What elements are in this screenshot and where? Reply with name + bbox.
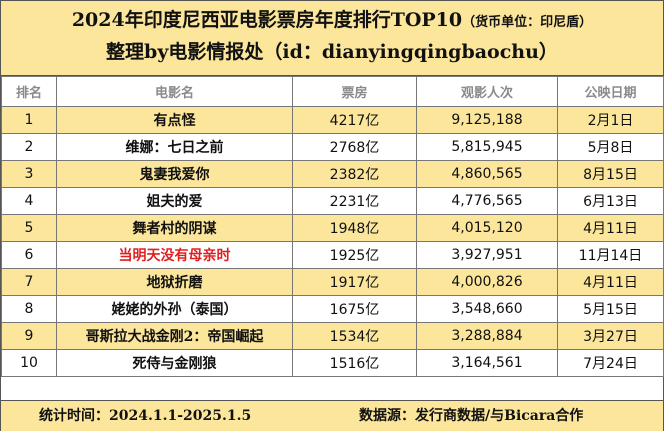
rank-cell: 3: [1, 160, 57, 188]
movie-title-cell: 鬼妻我爱你: [56, 160, 293, 188]
rank-cell: 9: [1, 322, 57, 350]
table-row: 6 当明天没有母亲时 1925亿 3,927,951 11月14日: [1, 241, 664, 269]
column-header-rank: 排名: [1, 76, 57, 107]
admissions-cell: 3,164,561: [416, 349, 558, 377]
page-subtitle: 整理by电影情报处（id：dianyingqingbaochu）: [106, 41, 558, 63]
page-title: 2024年印度尼西亚电影票房年度排行TOP10（货币单位：印尼盾）: [1, 7, 663, 36]
box-office-cell: 1516亿: [292, 349, 417, 377]
admissions-cell: 3,548,660: [416, 295, 558, 323]
admissions-cell: 4,000,826: [416, 268, 558, 296]
rank-cell: 6: [1, 241, 57, 269]
admissions-cell: 4,015,120: [416, 214, 558, 242]
table-row: 9 哥斯拉大战金刚2：帝国崛起 1534亿 3,288,884 3月27日: [1, 322, 664, 350]
table-row: 3 鬼妻我爱你 2382亿 4,860,565 8月15日: [1, 160, 664, 188]
release-date-cell: 7月24日: [557, 349, 664, 377]
rank-cell: 2: [1, 133, 57, 161]
box-office-cell: 4217亿: [292, 106, 417, 134]
release-date-cell: 5月15日: [557, 295, 664, 323]
movie-title-cell: 死侍与金刚狼: [56, 349, 293, 377]
ranking-table: 排名 电影名 票房 观影人次 公映日期 1 有点怪 4217亿 9,125,18…: [1, 76, 664, 377]
release-date-cell: 4月11日: [557, 268, 664, 296]
release-date-cell: 8月15日: [557, 160, 664, 188]
table-row: 7 地狱折磨 1917亿 4,000,826 4月11日: [1, 268, 664, 296]
admissions-cell: 9,125,188: [416, 106, 558, 134]
column-header-box-office: 票房: [292, 76, 417, 107]
box-office-cell: 1675亿: [292, 295, 417, 323]
box-office-cell: 1534亿: [292, 322, 417, 350]
box-office-cell: 1948亿: [292, 214, 417, 242]
rank-cell: 10: [1, 349, 57, 377]
table-row: 2 维娜：七日之前 2768亿 5,815,945 5月8日: [1, 133, 664, 161]
admissions-cell: 4,860,565: [416, 160, 558, 188]
table-row: 4 姐夫的爱 2231亿 4,776,565 6月13日: [1, 187, 664, 215]
release-date-cell: 11月14日: [557, 241, 664, 269]
rank-cell: 1: [1, 106, 57, 134]
table-header-row: 排名 电影名 票房 观影人次 公映日期: [1, 76, 664, 107]
data-source: 数据源：发行商数据/与Bicara合作: [359, 408, 584, 424]
admissions-cell: 3,288,884: [416, 322, 558, 350]
currency-note: （货币单位：印尼盾）: [462, 15, 593, 30]
rank-cell: 5: [1, 214, 57, 242]
column-header-admissions: 观影人次: [416, 76, 558, 107]
movie-title-cell: 有点怪: [56, 106, 293, 134]
box-office-cell: 1917亿: [292, 268, 417, 296]
column-header-movie: 电影名: [56, 76, 293, 107]
movie-title-cell: 姐夫的爱: [56, 187, 293, 215]
table-row: 10 死侍与金刚狼 1516亿 3,164,561 7月24日: [1, 349, 664, 377]
box-office-cell: 2231亿: [292, 187, 417, 215]
release-date-cell: 3月27日: [557, 322, 664, 350]
release-date-cell: 6月13日: [557, 187, 664, 215]
table-row: 8 姥姥的外孙（泰国） 1675亿 3,548,660 5月15日: [1, 295, 664, 323]
movie-title-cell-highlighted: 当明天没有母亲时: [56, 241, 293, 269]
box-office-cell: 2768亿: [292, 133, 417, 161]
admissions-cell: 3,927,951: [416, 241, 558, 269]
movie-title-cell: 维娜：七日之前: [56, 133, 293, 161]
rank-cell: 4: [1, 187, 57, 215]
box-office-cell: 2382亿: [292, 160, 417, 188]
table-row: 1 有点怪 4217亿 9,125,188 2月1日: [1, 106, 664, 134]
movie-title-cell: 姥姥的外孙（泰国）: [56, 295, 293, 323]
movie-title-cell: 地狱折磨: [56, 268, 293, 296]
movie-title-cell: 哥斯拉大战金刚2：帝国崛起: [56, 322, 293, 350]
rank-cell: 8: [1, 295, 57, 323]
table-row: 5 舞者村的阴谋 1948亿 4,015,120 4月11日: [1, 214, 664, 242]
title-text: 2024年印度尼西亚电影票房年度排行TOP10: [71, 9, 463, 31]
footer-band: 统计时间：2024.1.1-2025.1.5 数据源：发行商数据/与Bicara…: [1, 400, 663, 431]
admissions-cell: 5,815,945: [416, 133, 558, 161]
release-date-cell: 4月11日: [557, 214, 664, 242]
column-header-release-date: 公映日期: [557, 76, 664, 107]
release-date-cell: 2月1日: [557, 106, 664, 134]
release-date-cell: 5月8日: [557, 133, 664, 161]
admissions-cell: 4,776,565: [416, 187, 558, 215]
rank-cell: 7: [1, 268, 57, 296]
header-band: 2024年印度尼西亚电影票房年度排行TOP10（货币单位：印尼盾） 整理by电影…: [1, 1, 663, 76]
box-office-cell: 1925亿: [292, 241, 417, 269]
movie-title-cell: 舞者村的阴谋: [56, 214, 293, 242]
stats-period: 统计时间：2024.1.1-2025.1.5: [39, 408, 252, 424]
